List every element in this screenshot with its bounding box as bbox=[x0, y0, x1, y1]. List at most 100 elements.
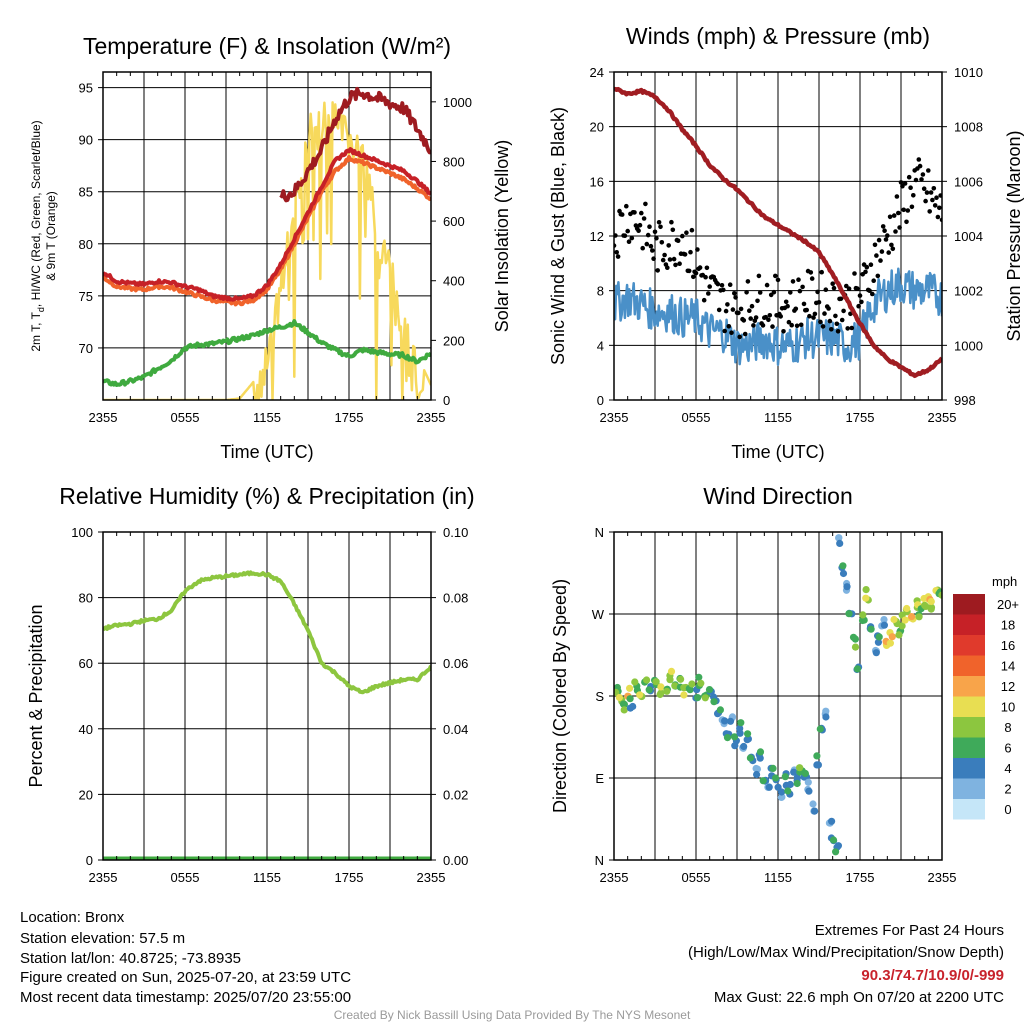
gust-point bbox=[727, 282, 733, 288]
direction-point bbox=[851, 643, 860, 651]
direction-point bbox=[867, 625, 875, 633]
gust-point bbox=[741, 318, 747, 323]
y2-tick-label: 1006 bbox=[954, 174, 983, 189]
winds-ylabel: Sonic Wind & Gust (Blue, Black) bbox=[548, 107, 568, 365]
direction-point bbox=[723, 734, 732, 742]
direction-point bbox=[680, 691, 688, 699]
direction-point bbox=[793, 773, 801, 782]
direction-point bbox=[832, 848, 840, 856]
legend-swatch bbox=[953, 676, 985, 697]
direction-point bbox=[862, 586, 870, 594]
gust-point bbox=[624, 203, 629, 209]
gust-point bbox=[771, 289, 777, 295]
direction-point bbox=[694, 694, 702, 702]
gust-point bbox=[715, 281, 721, 287]
direction-ticks: 2355 0555 1155 1755 2355 N E S W N bbox=[592, 525, 957, 885]
gust-point bbox=[738, 306, 744, 312]
gust-point bbox=[879, 249, 885, 254]
direction-point bbox=[695, 673, 703, 681]
y2-tick-label: 0.00 bbox=[443, 853, 468, 868]
direction-point bbox=[851, 635, 860, 643]
legend-swatch bbox=[953, 799, 985, 820]
gust-point bbox=[671, 256, 677, 262]
direction-point bbox=[756, 748, 765, 756]
legend-label: 10 bbox=[1001, 700, 1015, 715]
direction-point bbox=[835, 534, 843, 542]
temperature-series bbox=[103, 86, 431, 400]
gust-point bbox=[725, 302, 730, 307]
x-tick-label: 0555 bbox=[682, 410, 711, 425]
gust-point bbox=[887, 214, 893, 220]
y2-tick-label: 400 bbox=[443, 274, 465, 289]
direction-point bbox=[677, 675, 685, 683]
ylabel-part2: , HI/WC (Red, Green, Scarlet/Blue) bbox=[29, 120, 43, 307]
gust-point bbox=[801, 301, 807, 307]
direction-point bbox=[927, 597, 935, 606]
gust-point bbox=[626, 239, 632, 244]
extremes-legend: (High/Low/Max Wind/Precipitation/Snow De… bbox=[688, 944, 1004, 961]
direction-point bbox=[880, 621, 889, 629]
direction-point bbox=[688, 680, 696, 688]
direction-point bbox=[822, 707, 830, 715]
gust-point bbox=[704, 265, 710, 271]
direction-point bbox=[915, 613, 923, 621]
gust-point bbox=[931, 186, 937, 191]
legend-label: 2 bbox=[1004, 782, 1011, 797]
legend-swatch bbox=[953, 635, 985, 656]
gust-point bbox=[911, 193, 916, 198]
ylabel-subscript: d bbox=[36, 307, 46, 312]
direction-point bbox=[781, 773, 789, 781]
sonic-wind-line bbox=[614, 267, 942, 366]
gust-point bbox=[890, 246, 896, 252]
gust-point bbox=[625, 228, 630, 234]
y-tick-label: E bbox=[595, 771, 604, 786]
gust-point bbox=[619, 212, 625, 217]
gust-point bbox=[902, 181, 908, 186]
gust-point bbox=[812, 311, 818, 317]
legend-label: 0 bbox=[1004, 802, 1011, 817]
y-tick-label: 20 bbox=[79, 787, 93, 802]
direction-point bbox=[721, 717, 729, 725]
gust-point bbox=[798, 322, 804, 328]
direction-point bbox=[853, 665, 862, 673]
gust-point bbox=[788, 290, 793, 295]
gust-point bbox=[757, 290, 763, 295]
y2-tick-label: 1002 bbox=[954, 284, 983, 299]
gust-point bbox=[614, 233, 618, 238]
gust-point bbox=[937, 205, 942, 211]
gust-point bbox=[656, 220, 662, 225]
humidity-ylabel: Percent & Precipitation bbox=[26, 604, 46, 787]
gust-point bbox=[665, 265, 670, 271]
direction-point bbox=[805, 787, 813, 795]
y-tick-label: 24 bbox=[590, 65, 604, 80]
recent-timestamp: Most recent data timestamp: 2025/07/20 2… bbox=[20, 989, 351, 1006]
legend-label: 20+ bbox=[997, 597, 1019, 612]
gust-point bbox=[883, 237, 889, 242]
gust-point bbox=[756, 273, 762, 279]
y2-tick-label: 1000 bbox=[443, 95, 472, 110]
x-tick-label: 2355 bbox=[600, 870, 629, 885]
gust-point bbox=[764, 282, 770, 288]
figure-created: Figure created on Sun, 2025-07-20, at 23… bbox=[20, 969, 351, 986]
gust-point bbox=[839, 317, 845, 323]
gust-point bbox=[753, 315, 759, 320]
gust-point bbox=[789, 322, 794, 328]
y2-tick-label: 0.08 bbox=[443, 591, 468, 606]
gust-point bbox=[926, 168, 931, 173]
x-tick-label: 1155 bbox=[253, 870, 281, 885]
y-tick-label: 60 bbox=[79, 656, 93, 671]
gust-point bbox=[833, 313, 838, 319]
direction-point bbox=[645, 686, 653, 694]
gust-point bbox=[689, 227, 695, 233]
x-tick-label: 1755 bbox=[846, 870, 875, 885]
direction-point bbox=[765, 783, 773, 791]
direction-point bbox=[901, 616, 909, 624]
max-gust: Max Gust: 22.6 mph On 07/20 at 2200 UTC bbox=[714, 989, 1004, 1006]
gust-point bbox=[745, 279, 751, 284]
gust-point bbox=[932, 203, 938, 208]
gust-point bbox=[938, 193, 942, 198]
extremes-values: 90.3/74.7/10.9/0/-999 bbox=[861, 967, 1004, 984]
direction-point bbox=[631, 678, 639, 686]
direction-point bbox=[927, 603, 936, 612]
direction-point bbox=[898, 622, 906, 630]
